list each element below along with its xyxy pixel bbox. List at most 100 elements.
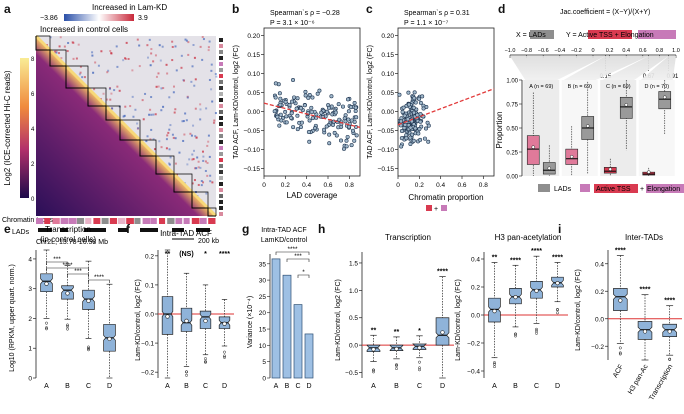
side-track-block: [219, 86, 223, 90]
b-stat1: Spearman`s ρ = −0.28: [270, 10, 340, 17]
h-right-xtick-label: D: [555, 383, 560, 390]
g-bar-B: [282, 274, 292, 379]
h-right-significance: ****: [531, 248, 542, 255]
h-right-outlier: [514, 334, 517, 338]
diff-pixel: [193, 56, 196, 59]
h-right-mean: [492, 309, 497, 314]
g-ytick-label: 0: [262, 376, 266, 383]
g-bar-A: [271, 258, 281, 379]
f-outlier: [204, 360, 207, 364]
c-point: [426, 139, 431, 144]
h-right-significance: **: [492, 255, 498, 262]
b-xtick-label: 0: [262, 182, 266, 189]
diff-pixel: [191, 153, 194, 156]
diff-pixel: [214, 112, 217, 115]
diff-pixel: [172, 136, 175, 139]
c-legend-plus: +: [434, 206, 438, 213]
d-mean: [586, 124, 590, 128]
e-outlier: [45, 326, 48, 330]
diff-pixel: [94, 61, 97, 64]
e-outlier: [66, 327, 69, 331]
diff-pixel: [106, 71, 109, 74]
i-ytick-label: 0.2: [595, 289, 604, 296]
h-left-significance: **: [371, 327, 377, 334]
diff-pixel: [152, 113, 155, 116]
diff-pixel: [145, 140, 148, 143]
diff-pixel: [188, 158, 191, 161]
diff-pixel: [72, 41, 75, 44]
e-ytick-label: 0: [28, 376, 32, 383]
e-outlier: [87, 345, 90, 349]
diff-pixel: [166, 72, 169, 75]
d-box-active: [619, 96, 633, 119]
i-outlier: [668, 357, 672, 361]
g-ytick-label: 15: [259, 327, 267, 334]
diff-pixel: [147, 56, 150, 59]
h-left-xtick-label: A: [371, 383, 376, 390]
diff-pixel: [182, 79, 185, 82]
h-left-ytick-label: 1.0: [349, 288, 358, 295]
h-right-mean: [534, 288, 539, 293]
h-left-xtick-label: C: [417, 383, 422, 390]
c-point: [401, 105, 406, 110]
diff-pixel: [118, 89, 121, 92]
c-point: [421, 106, 426, 111]
h-title-right: H3 pan-acetylation: [495, 233, 562, 242]
b-point: [283, 99, 288, 104]
g-xtick-label: D: [306, 383, 311, 390]
chromatin-block: [44, 218, 51, 224]
d-legend-lads-swatch: [538, 184, 550, 192]
c-point: [426, 123, 431, 128]
h-left-xtick-label: B: [394, 383, 399, 390]
diff-pixel: [75, 57, 78, 60]
diff-pixel: [107, 69, 110, 72]
h-left-outlier: [395, 364, 398, 367]
diff-pixel: [199, 166, 202, 169]
side-track-block: [219, 104, 223, 108]
panel-d: Jac.coefficient = (X−Y)/(X+Y) X = LADs Y…: [495, 9, 684, 193]
panel-label-d: d: [498, 2, 506, 16]
h-right-xtick-label: C: [534, 383, 539, 390]
lads-label: LADs: [12, 229, 30, 236]
b-point: [354, 133, 359, 138]
diff-pixel: [109, 49, 112, 52]
e-outlier: [87, 347, 90, 350]
diff-pixel: [160, 87, 163, 90]
h-right-outlier: [535, 327, 538, 331]
tad-boundary: [207, 208, 216, 217]
tad-boundary-upper: [174, 173, 193, 192]
diff-pixel: [182, 120, 185, 123]
hic-scale-tick: 2: [31, 162, 35, 168]
diff-pixel: [142, 118, 145, 121]
c-ytick-label: 0.05: [381, 90, 394, 97]
c-point: [418, 100, 423, 105]
d-group-label: D (n = 70): [644, 84, 669, 90]
diff-pixel: [192, 43, 195, 46]
g-ylabel: Variance (×10⁻⁴): [247, 296, 254, 348]
diff-pixel: [207, 46, 210, 49]
f-outlier: [185, 370, 188, 374]
c-xtick-label: 0.2: [415, 182, 424, 189]
i-title: Inter-TADs: [625, 233, 663, 242]
e-ylabel: Log10 (RPKM, upper quart. norm.): [9, 264, 16, 372]
h-left-mean: [371, 347, 376, 352]
tad-boundary: [105, 106, 120, 121]
diff-pixel: [59, 36, 62, 39]
side-track-block: [219, 170, 223, 174]
diff-pixel: [131, 95, 134, 98]
c-stat2: P = 1.1 × 10⁻⁷: [404, 20, 449, 27]
c-xtick-label: 0.8: [479, 182, 488, 189]
diff-pixel: [174, 45, 177, 48]
c-point: [400, 109, 405, 114]
d-mean: [531, 145, 535, 149]
b-point: [289, 111, 294, 116]
diff-pixel: [106, 98, 109, 101]
b-xtick-label: 0.2: [281, 182, 290, 189]
diff-pixel: [175, 173, 178, 176]
diff-pixel: [49, 36, 52, 39]
b-xlabel: LAD coverage: [287, 191, 338, 200]
diff-pixel: [173, 111, 176, 114]
h-left-outlier: [372, 368, 375, 372]
chromatin-block: [77, 218, 85, 224]
b-point: [278, 112, 283, 117]
